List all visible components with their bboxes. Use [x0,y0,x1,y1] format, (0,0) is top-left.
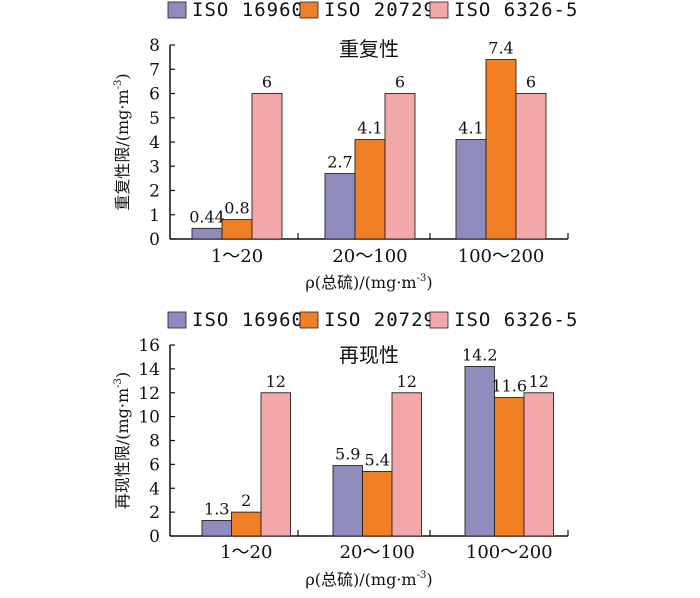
y-tick-label: 8 [149,432,160,452]
data-label: 14.2 [462,345,498,364]
data-label: 12 [529,372,549,391]
bar-2-3 [494,397,525,537]
bar-1-1 [201,520,232,537]
bar-2-2 [362,471,393,537]
bar-1-2 [332,465,363,537]
y-tick-label: 7 [149,60,160,80]
legend-swatch-iso-20729 [299,311,319,329]
data-label: 4.1 [357,119,382,138]
bar-2-3 [485,59,517,240]
y-tick-label: 14 [138,360,160,380]
data-label: 1.3 [204,499,229,518]
bar-1-3 [455,139,487,240]
bar-3-2 [391,392,422,537]
chart-title: 再现性 [339,343,399,367]
category-label: 100～200 [458,246,545,267]
chart-title: 重复性 [339,37,399,61]
y-tick-label: 5 [149,109,160,129]
y-tick-label: 6 [149,455,160,475]
y-tick-label: 10 [138,408,160,428]
data-label: 6 [395,73,405,92]
data-label: 5.9 [335,445,360,464]
data-label: 2.7 [327,153,352,172]
data-label: 0.44 [189,207,225,226]
bar-3-3 [523,392,554,537]
y-tick-label: 16 [138,336,160,356]
category-label: 1～20 [211,246,263,267]
bar-1-2 [324,173,356,240]
data-label: 6 [526,73,536,92]
y-tick-label: 0 [149,527,160,547]
bar-3-2 [384,93,416,240]
data-label: 2 [241,491,251,510]
bar-3-3 [515,93,547,240]
legend-label: ISO 16960 [192,309,304,331]
data-label: 12 [266,372,286,391]
data-label: 7.4 [488,39,513,58]
y-tick-label: 0 [149,230,160,250]
data-label: 11.6 [491,377,527,396]
legend-label: ISO 20729 [324,0,436,21]
data-label: 6 [262,73,272,92]
y-tick-label: 12 [138,384,160,404]
bar-2-2 [354,139,386,240]
data-label: 5.4 [365,451,390,470]
category-label: 1～20 [220,542,272,563]
legend-swatch-iso-20729 [299,1,319,19]
category-label: 20～100 [332,246,407,267]
x-axis-label: ρ(总硫)/(mg·m-3) [305,273,432,292]
y-tick-label: 4 [149,133,160,153]
legend-swatch-iso-16960 [167,311,187,329]
legend-label: ISO 6326-5 [454,309,578,331]
bar-1-3 [464,366,495,537]
legend-label: ISO 16960 [192,0,304,21]
y-tick-label: 2 [149,503,160,523]
legend-swatch-iso-6326-5 [429,1,449,19]
category-label: 100～200 [466,542,553,563]
y-tick-label: 4 [149,479,160,499]
chart-panel-1: ISO 16960 ISO 20729 ISO 6326-5 0 1 2 3 4 5 6 7 8 重复性… [113,0,578,292]
category-label: 20～100 [340,542,415,563]
y-axis-label: 再现性限/(mg·m-3) [113,372,132,509]
bar-2-1 [221,219,253,240]
y-tick-label: 3 [149,157,160,177]
y-tick-label: 2 [149,182,160,202]
y-tick-label: 8 [149,36,160,56]
bar-3-1 [251,93,283,240]
legend-label: ISO 6326-5 [454,0,578,21]
data-label: 12 [397,372,417,391]
legend-swatch-iso-6326-5 [429,311,449,329]
x-axis-label: ρ(总硫)/(mg·m-3) [305,570,432,589]
bar-1-1 [191,227,223,240]
bar-3-1 [260,392,291,537]
bar-2-1 [231,511,262,537]
chart-panel-2: ISO 16960 ISO 20729 ISO 6326-5 0 2 4 6 8 10 12 14 1… [113,309,578,589]
data-label: 0.8 [224,199,249,218]
legend-label: ISO 20729 [324,309,436,331]
y-tick-label: 6 [149,85,160,105]
data-label: 4.1 [458,119,483,138]
legend-swatch-iso-16960 [167,1,187,19]
y-tick-label: 1 [149,206,160,226]
y-axis-label: 重复性限/(mg·m-3) [113,73,132,210]
